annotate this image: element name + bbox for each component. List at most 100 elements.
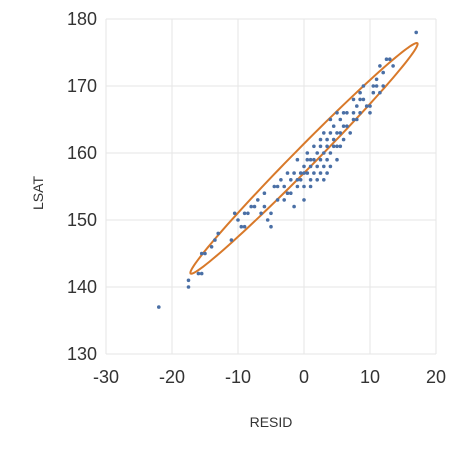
data-point-45 (302, 184, 306, 189)
data-point-60 (318, 137, 323, 142)
data-point-40 (295, 184, 300, 189)
data-point-52 (308, 178, 313, 182)
data-point-99 (358, 111, 362, 115)
data-point-9 (216, 231, 220, 236)
data-point-81 (335, 144, 339, 149)
data-point-32 (285, 171, 290, 175)
data-point-86 (341, 111, 346, 115)
data-point-103 (368, 104, 372, 108)
data-point-87 (341, 124, 346, 128)
data-point-31 (282, 198, 287, 202)
data-point-62 (318, 157, 323, 162)
data-point-59 (315, 178, 320, 182)
y-axis-title: LSAT (30, 176, 46, 210)
data-point-19 (255, 198, 260, 202)
data-point-115 (391, 64, 395, 68)
data-point-12 (236, 218, 240, 222)
data-point-72 (328, 117, 333, 122)
y-tick-label-2: 150 (67, 210, 97, 230)
data-point-13 (239, 224, 244, 229)
x-tick-label-3: 0 (299, 367, 309, 387)
data-point-80 (335, 131, 339, 135)
data-point-85 (338, 144, 343, 149)
data-point-42 (298, 178, 303, 182)
data-point-112 (381, 84, 386, 88)
data-point-28 (275, 198, 280, 202)
data-point-20 (259, 211, 263, 216)
data-point-24 (269, 224, 273, 229)
data-point-95 (355, 104, 359, 108)
data-point-93 (351, 111, 356, 115)
data-point-65 (322, 151, 326, 155)
data-point-50 (308, 157, 313, 162)
data-point-97 (358, 90, 362, 95)
data-point-15 (242, 224, 247, 229)
y-tick-label-1: 140 (67, 277, 97, 297)
data-point-54 (312, 144, 316, 149)
x-tick-label-0: -30 (93, 367, 119, 387)
data-point-11 (232, 211, 237, 216)
data-point-43 (302, 164, 306, 169)
data-point-49 (305, 171, 310, 175)
data-point-74 (328, 151, 333, 155)
data-point-7 (209, 245, 214, 249)
data-point-27 (275, 184, 280, 189)
data-point-90 (345, 124, 349, 128)
data-point-41 (298, 171, 303, 175)
data-point-83 (338, 117, 343, 122)
data-point-57 (315, 151, 320, 155)
data-point-35 (289, 191, 293, 195)
data-point-94 (351, 117, 356, 122)
data-point-14 (242, 211, 247, 216)
data-point-1 (186, 285, 191, 289)
data-point-89 (345, 111, 349, 115)
data-point-18 (252, 204, 257, 209)
data-point-79 (335, 111, 339, 115)
data-points-layer (157, 30, 419, 309)
data-point-21 (262, 191, 267, 195)
x-tick-label-4: 10 (360, 367, 380, 387)
data-point-47 (305, 151, 310, 155)
data-point-38 (295, 157, 300, 162)
data-point-71 (325, 171, 329, 175)
data-point-23 (265, 218, 270, 222)
grid-layer (105, 18, 437, 355)
data-point-64 (322, 131, 326, 135)
x-tick-label-1: -20 (159, 367, 185, 387)
data-point-51 (308, 164, 313, 169)
data-point-84 (338, 131, 343, 135)
data-point-91 (348, 131, 353, 135)
data-point-69 (325, 144, 329, 149)
data-point-102 (364, 104, 369, 108)
x-tick-labels: -30 -20 -10 0 10 20 (93, 367, 446, 387)
y-tick-labels: 130 140 150 160 170 180 (67, 9, 97, 364)
data-point-53 (308, 184, 313, 189)
data-point-67 (322, 178, 326, 182)
x-axis-title: RESID (250, 414, 293, 430)
data-point-107 (374, 77, 379, 82)
data-point-8 (213, 238, 217, 242)
data-point-68 (325, 137, 329, 142)
data-point-16 (246, 211, 250, 216)
data-point-33 (285, 191, 290, 195)
y-tick-label-5: 180 (67, 9, 97, 29)
data-point-73 (328, 131, 333, 135)
data-point-105 (371, 84, 376, 88)
data-point-98 (358, 97, 362, 102)
data-point-114 (388, 57, 392, 61)
data-point-10 (229, 238, 234, 242)
data-point-61 (318, 144, 323, 149)
data-point-101 (361, 97, 366, 102)
data-point-30 (282, 184, 287, 189)
data-point-5 (199, 251, 204, 256)
data-point-39 (295, 178, 300, 182)
data-point-108 (374, 84, 379, 88)
data-point-34 (289, 178, 293, 182)
data-point-56 (312, 171, 316, 175)
data-point-96 (355, 117, 359, 122)
data-point-44 (302, 171, 306, 175)
data-point-116 (414, 30, 419, 35)
data-point-63 (318, 171, 323, 175)
